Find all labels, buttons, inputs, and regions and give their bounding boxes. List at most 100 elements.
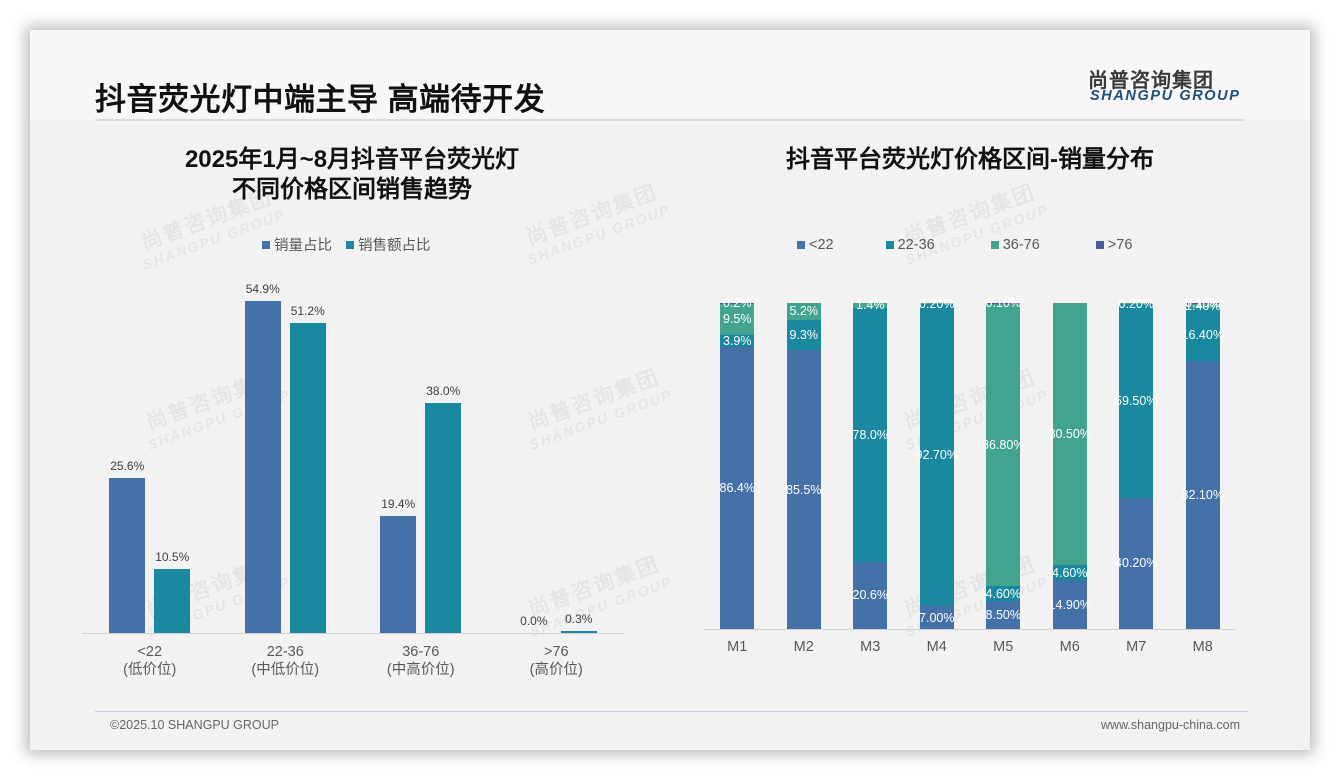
legend-item-gt76: >76: [1095, 237, 1132, 253]
stacked-bar-M6: 14.90% 4.60% 80.50%: [1049, 303, 1091, 629]
category-range: <22: [137, 644, 163, 660]
bar-segment: [1052, 565, 1087, 581]
watermark-en: SHANGPU GROUP: [903, 201, 1051, 268]
segment-value-label: 20.6%: [852, 588, 888, 603]
header-band: [30, 30, 1310, 120]
bar-segment: [1052, 303, 1087, 566]
segment-value-label: 0.20%: [1118, 296, 1154, 311]
segment-value-label: 1.40%: [1185, 298, 1221, 313]
segment-value-label: 3.9%: [723, 333, 752, 348]
bar-segment: [720, 303, 755, 335]
bar-sales-volume: [380, 515, 417, 633]
segment-value-label: 78.0%: [852, 427, 888, 442]
watermark: 尚普咨询集团 SHANGPU GROUP: [896, 180, 1052, 269]
stacked-bar-M1: 86.4% 3.9% 9.5% 0.2%: [719, 296, 755, 629]
legend-item-sales-volume: 销量占比: [262, 234, 332, 255]
bar-sales-volume: [109, 478, 146, 633]
left-chart-title: 2025年1月~8月抖音平台荧光灯 不同价格区间销售趋势: [185, 145, 519, 205]
legend-item-lt22: <22: [797, 237, 834, 253]
watermark: 尚普咨询集团 SHANGPU GROUP: [520, 365, 676, 454]
category-tier: (高价位): [529, 662, 583, 678]
bar-sales-amount: [425, 403, 462, 633]
bar-segment: [1185, 307, 1220, 362]
segment-value-label: 9.5%: [723, 312, 752, 327]
bar-segment: [786, 319, 821, 351]
bar-segment: [720, 303, 755, 304]
bar-segment: [853, 307, 888, 562]
legend-swatch-icon: [262, 240, 270, 249]
stacked-bar-M3: 20.6% 78.0% 1.4%: [852, 298, 888, 629]
category-range: >76: [543, 644, 569, 660]
segment-value-label: 8.50%: [985, 608, 1021, 623]
segment-value-label: 4.60%: [985, 586, 1021, 601]
bar-sales-amount: [560, 631, 597, 633]
bar-segment: [919, 303, 954, 607]
bar-segment: [1185, 303, 1220, 308]
bar-segment: [786, 303, 821, 320]
bar-value-label: 25.6%: [110, 459, 145, 474]
legend-item-36-76: 36-76: [990, 237, 1040, 253]
bar-value-label: 0.3%: [565, 612, 593, 627]
legend-swatch-icon: [346, 240, 354, 249]
bar-value-label: 51.2%: [290, 304, 325, 319]
footer-copyright: ©2025.10 SHANGPU GROUP: [110, 718, 279, 732]
bar-sales-volume: [244, 300, 281, 633]
header-divider: [95, 119, 1245, 121]
segment-value-label: 14.90%: [1048, 597, 1091, 612]
category-label: <22 (低价位): [123, 643, 176, 679]
segment-value-label: 82.10%: [1181, 488, 1224, 503]
segment-value-label: 86.4%: [719, 481, 755, 496]
bar-segment: [919, 606, 954, 629]
bar-segment: [1119, 303, 1154, 498]
bar-segment: [853, 303, 888, 308]
footer-website: www.shangpu-china.com: [1101, 718, 1240, 732]
category-range: 36-76: [402, 644, 440, 660]
watermark: 尚普咨询集团 SHANGPU GROUP: [520, 552, 676, 641]
bar-segment: [786, 350, 821, 629]
slide: 抖音荧光灯中端主导 高端待开发 尚普咨询集团 SHANGPU GROUP 尚普咨…: [30, 30, 1310, 750]
bar-segment: [1052, 580, 1087, 629]
stacked-bar-M4: 7.00% 92.70% 0.20%: [916, 297, 958, 629]
segment-value-label: 9.3%: [789, 328, 819, 343]
category-tier: (中低价位): [251, 662, 320, 678]
watermark-cn: 尚普咨询集团: [901, 365, 1039, 435]
category-label: 36-76 (中高价位): [387, 643, 455, 679]
stacked-bar-M7: 40.20% 59.50% 0.20%: [1115, 297, 1157, 629]
segment-value-label: 16.40%: [1181, 327, 1224, 342]
watermark-cn: 尚普咨询集团: [525, 552, 663, 622]
month-label: M5: [993, 639, 1014, 655]
segment-value-label: 85.5%: [786, 482, 822, 497]
bar-value-label: 0.0%: [520, 614, 548, 628]
segment-value-label: 92.70%: [915, 448, 958, 463]
bar-segment: [919, 303, 954, 304]
left-chart-title-line1: 2025年1月~8月抖音平台荧光灯: [184, 146, 520, 173]
category-label: 22-36 (中低价位): [251, 643, 319, 679]
watermark: 尚普咨询集团 SHANGPU GROUP: [518, 180, 674, 269]
logo-chinese: 尚普咨询集团: [1088, 70, 1214, 92]
legend-item-sales-amount: 销售额占比: [346, 234, 431, 255]
bar-sales-amount: [154, 569, 191, 633]
legend-swatch-icon: [1095, 241, 1104, 249]
watermark-cn: 尚普咨询集团: [525, 365, 663, 435]
month-label: M3: [860, 639, 881, 655]
legend-swatch-icon: [885, 241, 894, 249]
logo-english: SHANGPU GROUP: [1090, 88, 1241, 104]
bar-segment: [1119, 497, 1154, 629]
month-label: M1: [727, 639, 748, 655]
stacked-bar-M5: 8.50% 4.60% 86.80% 0.10%: [982, 296, 1024, 629]
segment-value-label: 59.50%: [1115, 393, 1158, 408]
segment-value-label: 0.10%: [1185, 296, 1221, 311]
segment-value-label: 80.50%: [1048, 427, 1091, 442]
segment-value-label: 40.20%: [1115, 556, 1158, 571]
left-chart-legend: 销量占比 销售额占比: [262, 234, 431, 255]
month-label: M2: [793, 639, 814, 655]
segment-value-label: 0.20%: [919, 296, 955, 311]
bar-segment: [720, 334, 755, 348]
watermark-en: SHANGPU GROUP: [527, 386, 675, 453]
bar-segment: [853, 561, 888, 629]
month-label: M4: [926, 639, 947, 655]
segment-value-label: 0.2%: [723, 296, 752, 311]
bar-segment: [986, 586, 1021, 602]
month-label: M6: [1059, 639, 1080, 655]
segment-value-label: 0.10%: [985, 296, 1021, 311]
